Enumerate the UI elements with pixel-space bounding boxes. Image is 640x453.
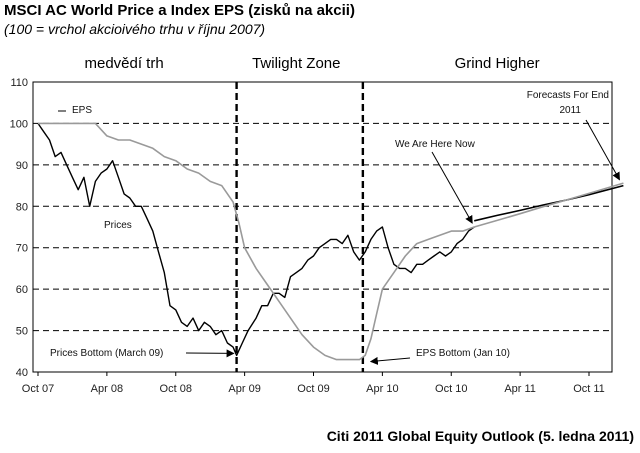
y-tick-label-40: 40 (16, 367, 28, 379)
y-tick-label-100: 100 (10, 118, 28, 130)
x-tick-label-7: Apr 11 (504, 383, 536, 395)
y-tick-label-50: 50 (16, 326, 28, 338)
annotation-4: We Are Here Now (395, 139, 476, 150)
series-line-2 (474, 184, 624, 222)
chart-source: Citi 2011 Global Equity Outlook (5. ledn… (326, 428, 634, 444)
y-tick-label-110: 110 (10, 77, 28, 89)
series-line-0 (37, 123, 475, 357)
y-tick-label-70: 70 (16, 243, 28, 255)
annotation-arrow-4 (431, 151, 473, 224)
x-tick-label-5: Apr 10 (366, 383, 398, 395)
x-tick-label-2: Oct 08 (160, 383, 192, 395)
annotation-5: Forecasts For End (527, 90, 609, 101)
annotation-3: EPS Bottom (Jan 10) (416, 348, 510, 359)
phase-label-0: medvědí trh (84, 55, 163, 72)
y-tick-label-90: 90 (16, 160, 28, 172)
phase-label-2: Grind Higher (455, 55, 540, 72)
annotation-6: 2011 (559, 105, 581, 116)
annotation-0: EPS (72, 105, 92, 116)
x-tick-label-3: Apr 09 (228, 383, 260, 395)
phase-label-1: Twilight Zone (252, 55, 340, 72)
series-line-1 (38, 122, 475, 361)
y-tick-label-60: 60 (16, 284, 28, 296)
annotation-2: Prices Bottom (March 09) (50, 348, 163, 359)
x-tick-label-1: Apr 08 (91, 383, 123, 395)
x-tick-label-0: Oct 07 (22, 383, 54, 395)
chart-title: MSCI AC World Price a Index EPS (zisků n… (4, 2, 355, 19)
annotation-1: Prices (104, 220, 132, 231)
plot-frame (32, 81, 613, 373)
x-tick-label-6: Oct 10 (435, 383, 467, 395)
x-tick-label-4: Oct 09 (297, 383, 329, 395)
chart-subtitle: (100 = vrchol akcioivého trhu v říjnu 20… (4, 21, 266, 37)
x-tick-label-8: Oct 11 (573, 383, 605, 395)
series-line-3 (473, 182, 624, 228)
y-tick-label-80: 80 (16, 201, 28, 213)
annotation-arrow-3 (369, 356, 411, 365)
annotation-arrow-5 (585, 119, 620, 181)
